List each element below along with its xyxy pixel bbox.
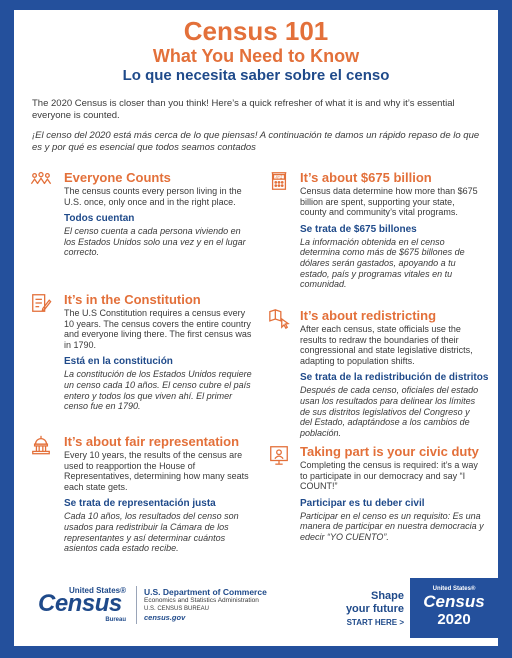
section-heading-en: Taking part is your civic duty: [300, 444, 479, 459]
section-heading-en: It’s in the Constitution: [64, 292, 201, 307]
section-heading-en: It’s about $675 billion: [300, 170, 432, 185]
section-heading-es: Se trata de $675 billones: [300, 223, 417, 235]
logo-bureau-text: Bureau: [105, 617, 126, 623]
section-heading-es: Se trata de la redistribución de distrit…: [300, 372, 489, 384]
census-2020-badge: United States® Census 2020: [410, 578, 498, 638]
section-body-es: Participar en el censo es un requisito: …: [300, 510, 484, 542]
section-body-es: La información obtenida en el censo dete…: [300, 236, 465, 290]
section-body-en: After each census, state officials use t…: [300, 324, 473, 366]
section-redistricting: It’s about redistricting After each cens…: [300, 308, 489, 438]
logo-top-text: United States®: [68, 586, 126, 595]
logo-main-text: Census: [38, 590, 122, 617]
section-heading-es: Se trata de representación justa: [64, 498, 216, 510]
department-info: U.S. Department of Commerce Economics an…: [144, 587, 267, 622]
person-id-icon: [268, 444, 290, 466]
dept-line3: U.S. CENSUS BUREAU: [144, 606, 210, 612]
section-constitution: It’s in the Constitution The U.S Constit…: [64, 292, 256, 412]
section-heading-es: Está en la constitución: [64, 356, 173, 368]
section-body-es: La constitución de los Estados Unidos re…: [64, 369, 252, 412]
section-fair-representation: It’s about fair representation Every 10 …: [64, 434, 256, 554]
capitol-icon: [30, 434, 52, 456]
shape-line2: your future: [345, 603, 404, 615]
shape-your-future: Shape your future START HERE >: [314, 590, 404, 628]
footer-divider: [136, 586, 137, 624]
section-heading-en: It’s about redistricting: [300, 308, 437, 323]
svg-text:4+2: 4+2: [276, 174, 284, 179]
section-body-en: The census counts every person living in…: [64, 186, 242, 207]
map-pointer-icon: [268, 308, 290, 330]
intro-text-en: The 2020 Census is closer than you think…: [32, 98, 455, 121]
section-body-es: Después de cada censo, oficiales del est…: [300, 385, 479, 438]
intro-text-es: ¡El censo del 2020 está más cerca de lo …: [32, 130, 480, 153]
page-title: Census 101: [183, 16, 329, 46]
badge-top-text: United States®: [432, 586, 476, 592]
footer: United States® Census Bureau U.S. Depart…: [14, 570, 498, 646]
section-heading-en: It’s about fair representation: [64, 434, 240, 449]
section-everyone-counts: Everyone Counts The census counts every …: [64, 170, 254, 258]
section-civic-duty: Taking part is your civic duty Completin…: [300, 444, 484, 543]
people-icon: [30, 170, 52, 192]
page-subtitle-es: Lo que necesita saber sobre el censo: [122, 67, 390, 84]
section-heading-es: Participar es tu deber civil: [300, 497, 425, 509]
section-heading-en: Everyone Counts: [64, 170, 171, 185]
badge-main-text: Census: [423, 592, 485, 611]
census-gov-link[interactable]: census.gov: [144, 613, 186, 622]
section-body-es: El censo cuenta a cada persona viviendo …: [64, 226, 246, 258]
section-body-en: Census data determine how more than $675…: [300, 186, 478, 218]
calculator-icon: 4+2: [268, 170, 290, 192]
dept-line1: U.S. Department of Commerce: [144, 587, 267, 597]
section-heading-es: Todos cuentan: [64, 213, 135, 225]
page-subtitle-en: What You Need to Know: [152, 46, 360, 66]
section-body-es: Cada 10 años, los resultados del censo s…: [64, 511, 239, 554]
document-pencil-icon: [30, 292, 52, 314]
section-body-en: The U.S Constitution requires a census e…: [64, 308, 252, 350]
flyer-page: Census 101 What You Need to Know Lo que …: [14, 10, 498, 646]
section-675-billion: It’s about $675 billion Census data dete…: [300, 170, 482, 290]
section-body-en: Every 10 years, the results of the censu…: [64, 450, 249, 492]
dept-line2: Economics and Statistics Administration: [144, 597, 259, 604]
badge-year-text: 2020: [437, 611, 471, 628]
shape-line1: Shape: [370, 590, 404, 602]
start-here-link[interactable]: START HERE >: [346, 618, 404, 627]
section-body-en: Completing the census is required: it’s …: [300, 460, 478, 492]
census-bureau-logo: United States® Census Bureau: [38, 580, 126, 624]
